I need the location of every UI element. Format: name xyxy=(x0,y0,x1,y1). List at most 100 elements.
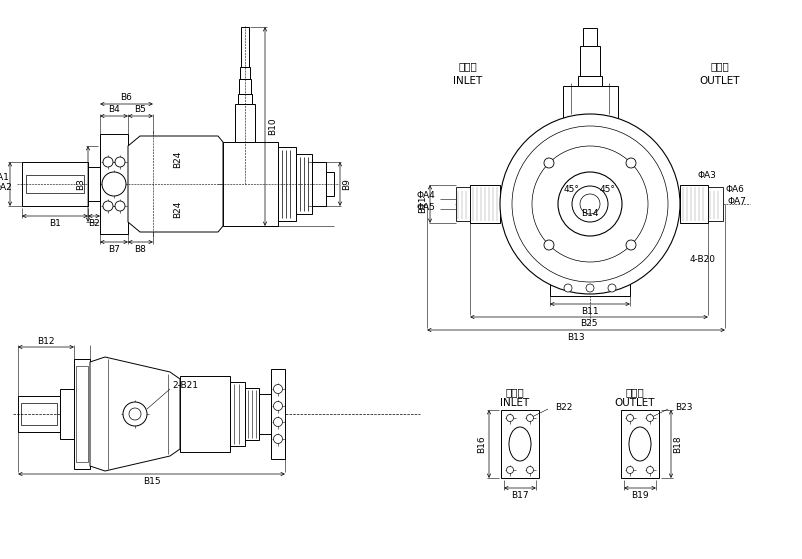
Bar xyxy=(312,162,326,206)
Text: 45°: 45° xyxy=(600,184,616,193)
Text: B15: B15 xyxy=(143,476,160,486)
Ellipse shape xyxy=(509,427,531,461)
Text: INLET: INLET xyxy=(500,398,529,408)
Circle shape xyxy=(103,157,113,167)
Circle shape xyxy=(500,114,680,294)
Bar xyxy=(501,410,539,478)
Bar xyxy=(470,185,500,223)
Text: B22: B22 xyxy=(555,402,573,411)
Circle shape xyxy=(564,284,572,292)
Circle shape xyxy=(507,467,513,473)
Circle shape xyxy=(580,194,600,214)
Circle shape xyxy=(507,415,513,421)
Bar xyxy=(100,134,128,234)
Text: ΦA1: ΦA1 xyxy=(0,173,10,182)
Circle shape xyxy=(626,240,636,250)
Text: B17: B17 xyxy=(511,490,529,500)
Text: INLET: INLET xyxy=(453,76,483,86)
Bar xyxy=(26,175,84,193)
Text: B14: B14 xyxy=(581,210,599,219)
Text: ΦA5: ΦA5 xyxy=(416,203,435,212)
Circle shape xyxy=(273,434,282,443)
Text: 出油口: 出油口 xyxy=(711,61,729,71)
Text: B11: B11 xyxy=(581,306,599,315)
Bar xyxy=(580,46,600,76)
Text: B2: B2 xyxy=(88,219,100,228)
Circle shape xyxy=(103,201,113,211)
Circle shape xyxy=(526,467,533,473)
Bar xyxy=(680,185,708,223)
Circle shape xyxy=(572,186,608,222)
Bar xyxy=(239,79,251,94)
Text: 45°: 45° xyxy=(564,184,580,193)
Bar xyxy=(259,394,271,434)
Text: B3: B3 xyxy=(76,178,86,190)
Text: B10: B10 xyxy=(269,118,277,135)
Ellipse shape xyxy=(629,427,651,461)
Bar xyxy=(74,359,90,469)
Bar xyxy=(21,403,57,425)
Text: ΦA2: ΦA2 xyxy=(0,182,12,192)
Text: B1: B1 xyxy=(49,219,61,228)
Polygon shape xyxy=(90,357,180,471)
Bar xyxy=(708,187,723,221)
Text: B11: B11 xyxy=(419,195,427,213)
Bar xyxy=(238,94,252,104)
Text: B19: B19 xyxy=(631,490,649,500)
Bar xyxy=(621,410,659,478)
Circle shape xyxy=(526,415,533,421)
Circle shape xyxy=(512,126,668,282)
Text: 2-B21: 2-B21 xyxy=(172,381,198,391)
Bar xyxy=(271,369,285,459)
Text: 出油口: 出油口 xyxy=(626,387,644,397)
Bar xyxy=(583,28,597,46)
Bar xyxy=(296,154,312,214)
Text: B4: B4 xyxy=(108,106,119,115)
Bar xyxy=(550,279,630,296)
Bar xyxy=(60,389,74,439)
Circle shape xyxy=(123,402,147,426)
Text: B24: B24 xyxy=(173,150,183,168)
Text: OUTLET: OUTLET xyxy=(615,398,655,408)
Bar xyxy=(240,67,250,79)
Text: ΦA7: ΦA7 xyxy=(728,197,747,206)
Text: B18: B18 xyxy=(674,435,683,453)
Circle shape xyxy=(646,415,654,421)
Bar xyxy=(326,172,334,196)
Bar xyxy=(241,27,249,67)
Text: 进油口: 进油口 xyxy=(459,61,477,71)
Bar xyxy=(22,162,88,206)
Circle shape xyxy=(586,284,594,292)
Bar xyxy=(223,142,278,226)
Text: B6: B6 xyxy=(120,93,132,102)
Bar xyxy=(563,86,618,119)
Circle shape xyxy=(115,157,125,167)
Bar xyxy=(235,104,255,142)
Bar xyxy=(278,147,296,221)
Text: B16: B16 xyxy=(477,435,487,453)
Text: B25: B25 xyxy=(581,320,597,329)
Polygon shape xyxy=(128,136,223,232)
Circle shape xyxy=(626,415,634,421)
Bar xyxy=(180,376,230,452)
Bar xyxy=(76,366,88,462)
Text: 4-B20: 4-B20 xyxy=(690,254,716,263)
Circle shape xyxy=(273,418,282,427)
Circle shape xyxy=(558,172,622,236)
Text: B9: B9 xyxy=(342,178,351,190)
Text: B5: B5 xyxy=(135,106,147,115)
Text: OUTLET: OUTLET xyxy=(700,76,740,86)
Circle shape xyxy=(544,158,554,168)
Circle shape xyxy=(129,408,141,420)
Bar xyxy=(88,167,100,201)
Bar xyxy=(18,396,60,432)
Text: ΦA4: ΦA4 xyxy=(416,192,435,201)
Text: B13: B13 xyxy=(567,333,585,342)
Circle shape xyxy=(646,467,654,473)
Circle shape xyxy=(102,172,126,196)
Text: B12: B12 xyxy=(37,337,55,345)
Bar xyxy=(230,382,245,446)
Text: B7: B7 xyxy=(108,244,120,253)
Circle shape xyxy=(273,385,282,394)
Circle shape xyxy=(544,240,554,250)
